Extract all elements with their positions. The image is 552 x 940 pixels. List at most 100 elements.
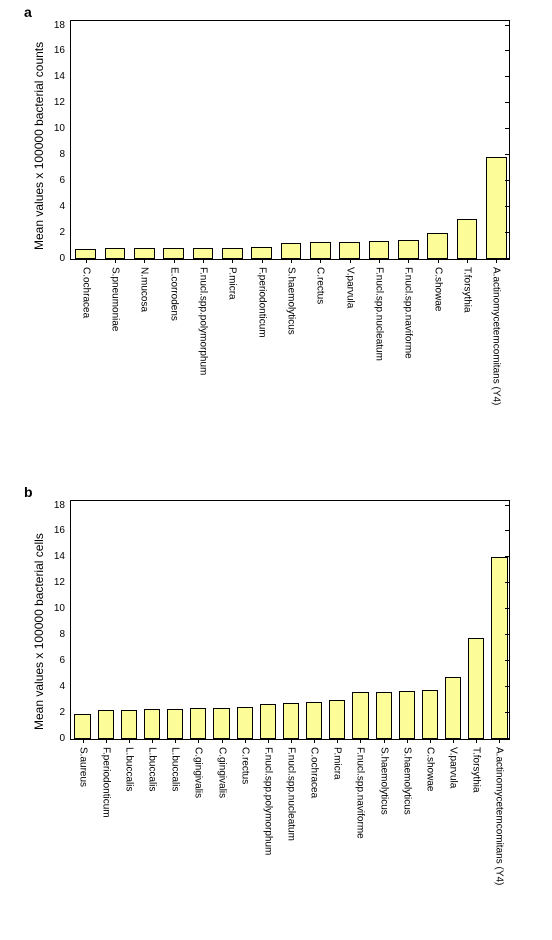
ytick-label: 8 <box>59 630 71 640</box>
ytick-label: 8 <box>59 150 71 160</box>
chart-b-plot: 024681012141618S.aureusF.periodonticumL.… <box>70 500 510 740</box>
ytick-label: 6 <box>59 656 71 666</box>
xtick-mark <box>291 259 292 263</box>
xtick-mark <box>232 259 233 263</box>
xtick-label: S.aureus <box>77 747 88 787</box>
xtick-mark <box>476 739 477 743</box>
xtick-mark <box>453 739 454 743</box>
bar <box>422 690 438 739</box>
bar <box>281 243 302 259</box>
bar <box>98 710 114 739</box>
chart-b-ylabel: Mean values x 100000 bacterial cells <box>32 533 46 730</box>
bar <box>74 714 90 739</box>
xtick-mark <box>144 259 145 263</box>
xtick-label: L.buccalis <box>170 747 181 791</box>
xtick-mark <box>350 259 351 263</box>
chart-a-bars <box>71 21 509 259</box>
panel-a: a Mean values x 100000 bacterial counts … <box>0 0 552 460</box>
xtick-label: C.gingivalis <box>193 747 204 798</box>
bar <box>468 638 484 739</box>
ytick-label: 2 <box>59 228 71 238</box>
bar <box>222 248 243 259</box>
xtick-label: C.rectus <box>315 267 326 304</box>
bar <box>457 219 478 259</box>
xtick-label: A.actinomycetemcomitans (Y4) <box>491 267 502 405</box>
chart-b-bars <box>71 501 509 739</box>
ytick-mark <box>505 530 510 531</box>
xtick-mark <box>360 739 361 743</box>
ytick-mark <box>505 556 510 557</box>
xtick-mark <box>129 739 130 743</box>
xtick-label: S.haemolyticus <box>378 747 389 815</box>
xtick-label: S.haemolyticus <box>401 747 412 815</box>
bar <box>399 691 415 739</box>
xtick-label: F.nucl.spp.polymorphum <box>262 747 273 855</box>
xtick-label: S.haemolyticus <box>286 267 297 335</box>
page: a Mean values x 100000 bacterial counts … <box>0 0 552 925</box>
xtick-label: F.periodonticum <box>256 267 267 338</box>
xtick-label: C.showae <box>424 747 435 791</box>
xtick-label: P.micra <box>332 747 343 780</box>
ytick-mark <box>505 128 510 129</box>
xtick-label: C.gingivalis <box>216 747 227 798</box>
xtick-label: C.ochracea <box>309 747 320 798</box>
xtick-mark <box>86 259 87 263</box>
xtick-mark <box>337 739 338 743</box>
xtick-mark <box>314 739 315 743</box>
ytick-label: 12 <box>54 578 71 588</box>
chart-a-plot: 024681012141618C.ochraceaS.pneumoniaeN.m… <box>70 20 510 260</box>
xtick-label: V.parvula <box>448 747 459 788</box>
ytick-mark <box>505 258 510 259</box>
xtick-label: F.periodonticum <box>100 747 111 818</box>
xtick-label: L.buccalis <box>123 747 134 791</box>
bar <box>486 157 507 259</box>
xtick-mark <box>106 739 107 743</box>
bar <box>193 248 214 259</box>
bar <box>445 677 461 739</box>
ytick-label: 4 <box>59 202 71 212</box>
ytick-mark <box>505 180 510 181</box>
ytick-mark <box>505 206 510 207</box>
xtick-label: L.buccalis <box>147 747 158 791</box>
xtick-mark <box>384 739 385 743</box>
bar <box>134 248 155 259</box>
xtick-mark <box>438 259 439 263</box>
panel-b: b Mean values x 100000 bacterial cells 0… <box>0 480 552 940</box>
ytick-label: 14 <box>54 552 71 562</box>
ytick-label: 6 <box>59 176 71 186</box>
xtick-mark <box>430 739 431 743</box>
xtick-mark <box>467 259 468 263</box>
ytick-mark <box>505 608 510 609</box>
xtick-mark <box>152 739 153 743</box>
bar <box>251 247 272 259</box>
bar <box>260 704 276 739</box>
xtick-mark <box>174 259 175 263</box>
ytick-mark <box>505 76 510 77</box>
xtick-mark <box>222 739 223 743</box>
ytick-label: 10 <box>54 604 71 614</box>
xtick-label: F.nucl.spp.naviforme <box>403 267 414 359</box>
ytick-mark <box>505 660 510 661</box>
xtick-mark <box>245 739 246 743</box>
xtick-mark <box>262 259 263 263</box>
bar <box>121 710 137 739</box>
xtick-label: S.pneumoniae <box>110 267 121 332</box>
bar <box>163 248 184 259</box>
xtick-mark <box>496 259 497 263</box>
bar <box>329 700 345 739</box>
ytick-label: 4 <box>59 682 71 692</box>
xtick-mark <box>268 739 269 743</box>
ytick-mark <box>505 712 510 713</box>
ytick-mark <box>505 505 510 506</box>
xtick-mark <box>175 739 176 743</box>
xtick-label: P.micra <box>227 267 238 300</box>
xtick-mark <box>203 259 204 263</box>
bar <box>310 242 331 259</box>
bar <box>369 241 390 259</box>
ytick-label: 2 <box>59 708 71 718</box>
xtick-mark <box>499 739 500 743</box>
ytick-mark <box>505 232 510 233</box>
xtick-mark <box>83 739 84 743</box>
xtick-label: T.forsythia <box>462 267 473 313</box>
ytick-mark <box>505 738 510 739</box>
